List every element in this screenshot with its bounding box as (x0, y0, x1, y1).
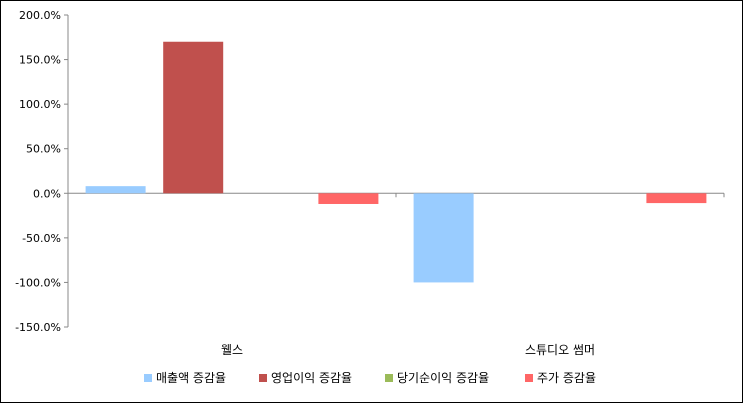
legend-swatch (525, 374, 533, 382)
y-tick-label: 0.0% (33, 187, 61, 200)
legend-label: 당기순이익 증감율 (397, 371, 489, 385)
y-tick-label: 200.0% (19, 9, 61, 22)
y-tick-label: 100.0% (19, 98, 61, 111)
bar (646, 193, 707, 204)
legend-label: 영업이익 증감율 (271, 371, 352, 385)
y-tick-label: -50.0% (22, 232, 61, 245)
legend-label: 매출액 증감율 (156, 371, 226, 385)
x-category-label: 스튜디오 썸머 (525, 343, 595, 357)
legend-label: 주가 증감율 (537, 371, 596, 385)
y-tick-label: 150.0% (19, 54, 61, 67)
y-tick-label: -150.0% (15, 321, 61, 334)
x-category-label: 웰스 (221, 343, 243, 357)
y-tick-label: 50.0% (26, 143, 61, 156)
bar (413, 193, 474, 283)
legend-swatch (385, 374, 393, 382)
bar (85, 186, 146, 194)
y-tick-label: -100.0% (15, 276, 61, 289)
bar (163, 41, 224, 194)
legend-swatch (144, 374, 152, 382)
legend-swatch (259, 374, 267, 382)
bar (318, 193, 379, 204)
